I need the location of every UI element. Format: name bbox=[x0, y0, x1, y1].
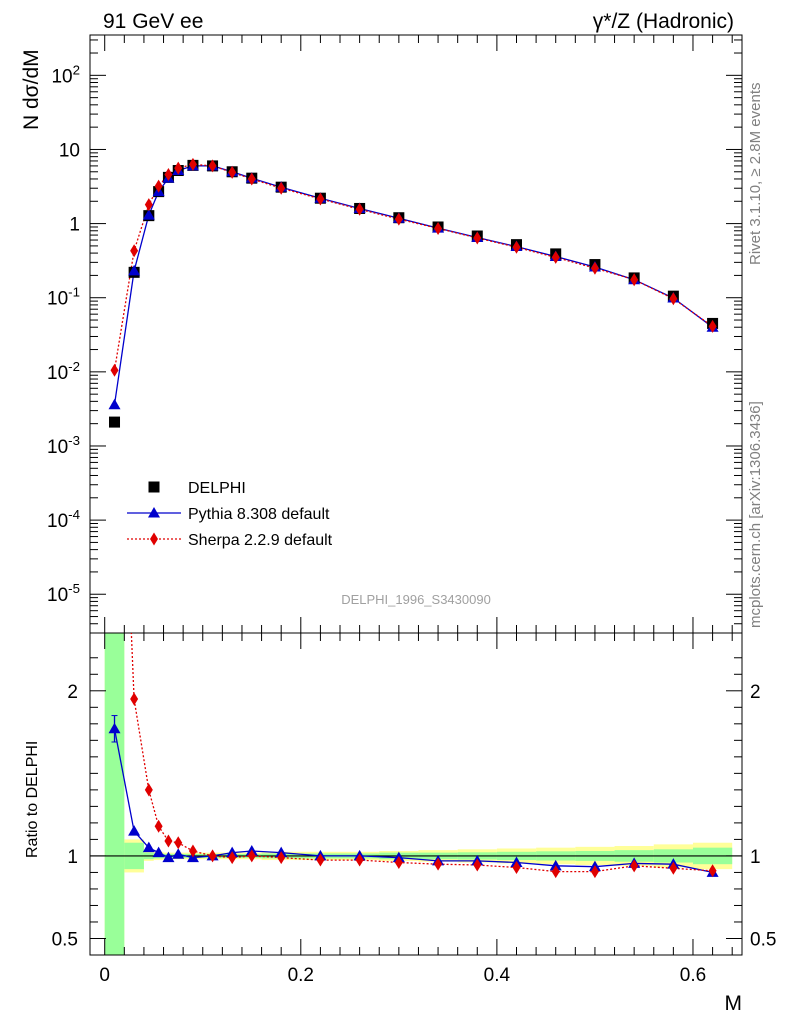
point-series-2 bbox=[394, 212, 403, 226]
legend-marker bbox=[150, 532, 158, 546]
point-series-2 bbox=[208, 159, 217, 173]
point-series-2 bbox=[247, 172, 256, 186]
point-series-2 bbox=[669, 292, 678, 306]
ratio-point-0 bbox=[128, 825, 141, 836]
ratio-point-0 bbox=[142, 841, 155, 853]
header-left: 91 GeV ee bbox=[103, 10, 203, 33]
ratio-point-0 bbox=[108, 722, 121, 734]
ratio-line-0 bbox=[113, 728, 713, 874]
ratio-point-1 bbox=[512, 860, 521, 874]
y-tick-label: 1 bbox=[69, 215, 80, 236]
ratio-y-tick-label-right: 0.5 bbox=[750, 929, 776, 950]
ratio-frame bbox=[89, 632, 743, 956]
ratio-point-1 bbox=[144, 783, 153, 797]
x-tick-label: 0.4 bbox=[484, 965, 511, 986]
y-tick-label: 10-4 bbox=[47, 507, 80, 532]
point-series-2 bbox=[316, 192, 325, 206]
header-right: γ*/Z (Hadronic) bbox=[593, 10, 734, 33]
legend: DELPHI Pythia 8.308 default Sherpa 2.2.9 d… bbox=[127, 480, 333, 549]
ratio-point-1 bbox=[708, 864, 717, 878]
point-series-2 bbox=[144, 198, 153, 212]
x-tick-label: 0 bbox=[99, 965, 110, 986]
ratio-point-1 bbox=[630, 859, 639, 873]
point-series-1 bbox=[142, 209, 155, 220]
ratio-point-1 bbox=[208, 849, 217, 863]
legend-marker bbox=[148, 507, 160, 518]
ratio-y-tick-label: 1 bbox=[67, 847, 78, 868]
rivet-label: Rivet 3.1.10, ≥ 2.8M events bbox=[747, 83, 764, 266]
series-line-2 bbox=[113, 163, 713, 371]
ratio-panel: 0.5 0.5 1 1 2 2 0 0.2 0.4 0.6 bbox=[52, 632, 776, 986]
y-tick-label: 10 bbox=[59, 140, 80, 161]
point-series-2 bbox=[551, 250, 560, 264]
y-tick-label: 10-2 bbox=[47, 359, 80, 384]
point-series-2 bbox=[512, 240, 521, 254]
ratio-y-tick-label-right: 1 bbox=[750, 847, 761, 868]
ratio-point-1 bbox=[277, 851, 286, 865]
y-tick-label: 10-1 bbox=[47, 285, 80, 310]
ratio-point-1 bbox=[473, 858, 482, 872]
main-panel: 10-5 10-4 10-3 10-2 10-1 1 10 102 bbox=[47, 34, 743, 634]
ratio-point-1 bbox=[669, 861, 678, 875]
point-series-2 bbox=[590, 261, 599, 275]
point-series-2 bbox=[708, 319, 717, 333]
point-series-2 bbox=[110, 363, 119, 377]
point-series-1 bbox=[108, 398, 121, 410]
y-tick-label: 10-3 bbox=[47, 433, 80, 458]
ratio-point-1 bbox=[590, 865, 599, 879]
mcplots-label: mcplots.cern.ch [arXiv:1306.3436] bbox=[747, 401, 764, 628]
x-tick-label: 0.6 bbox=[680, 965, 706, 986]
analysis-id: DELPHI_1996_S3430090 bbox=[341, 592, 491, 607]
ratio-point-0 bbox=[162, 851, 175, 863]
ratio-point-1 bbox=[228, 851, 237, 865]
ratio-point-1 bbox=[188, 844, 197, 858]
x-axis-label: M bbox=[725, 992, 743, 1015]
ratio-line-1 bbox=[130, 633, 713, 873]
ratio-y-tick-label: 0.5 bbox=[52, 929, 78, 950]
ratio-point-1 bbox=[316, 853, 325, 867]
point-series-1 bbox=[128, 264, 141, 276]
point-series-2 bbox=[473, 231, 482, 245]
ratio-point-1 bbox=[551, 865, 560, 879]
point-series-2 bbox=[164, 167, 173, 181]
ratio-point-1 bbox=[247, 849, 256, 863]
ratio-point-1 bbox=[164, 834, 173, 848]
ratio-series-group bbox=[108, 633, 719, 879]
main-ylabel: N dσ/dM bbox=[20, 49, 43, 130]
ratio-y-tick-label-right: 2 bbox=[750, 682, 761, 703]
ratio-point-1 bbox=[174, 836, 183, 850]
point-series-2 bbox=[434, 221, 443, 235]
point-series-2 bbox=[630, 273, 639, 287]
point-series-0 bbox=[109, 416, 121, 428]
ratio-point-1 bbox=[130, 692, 139, 706]
point-series-2 bbox=[355, 202, 364, 216]
ratio-point-1 bbox=[154, 819, 163, 833]
point-series-2 bbox=[228, 165, 237, 179]
y-tick-label: 102 bbox=[51, 62, 80, 87]
series-line-1 bbox=[113, 165, 713, 405]
point-series-2 bbox=[154, 179, 163, 193]
point-series-2 bbox=[188, 157, 197, 171]
y-tick-label: 10-5 bbox=[47, 581, 80, 606]
legend-marker bbox=[148, 481, 160, 493]
ratio-point-0 bbox=[549, 859, 562, 871]
legend-label: Pythia 8.308 default bbox=[188, 506, 330, 523]
x-tick-label: 0.2 bbox=[288, 965, 314, 986]
point-series-2 bbox=[174, 161, 183, 175]
ratio-y-tick-label: 2 bbox=[67, 682, 78, 703]
point-series-2 bbox=[277, 181, 286, 195]
legend-label: DELPHI bbox=[188, 480, 246, 497]
ratio-point-1 bbox=[355, 853, 364, 867]
ratio-point-1 bbox=[434, 857, 443, 871]
point-series-2 bbox=[130, 244, 139, 258]
band-inner bbox=[104, 633, 125, 955]
ratio-point-1 bbox=[394, 856, 403, 870]
ratio-ylabel: Ratio to DELPHI bbox=[24, 741, 41, 858]
ratio-point-0 bbox=[172, 848, 185, 859]
legend-label: Sherpa 2.2.9 default bbox=[188, 532, 333, 549]
ratio-point-0 bbox=[152, 846, 165, 858]
